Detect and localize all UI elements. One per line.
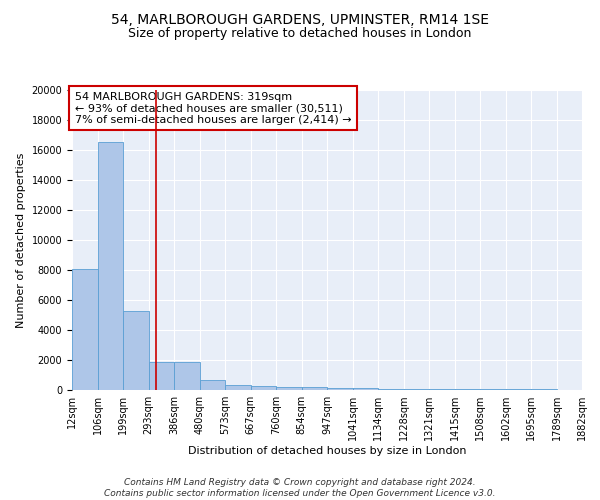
Bar bbox=[353, 388, 378, 390]
Y-axis label: Number of detached properties: Number of detached properties bbox=[16, 152, 26, 328]
Text: 54, MARLBOROUGH GARDENS, UPMINSTER, RM14 1SE: 54, MARLBOROUGH GARDENS, UPMINSTER, RM14… bbox=[111, 12, 489, 26]
Bar bbox=[149, 362, 174, 390]
Bar bbox=[225, 385, 251, 390]
Bar bbox=[378, 388, 404, 390]
X-axis label: Distribution of detached houses by size in London: Distribution of detached houses by size … bbox=[188, 446, 466, 456]
Bar bbox=[123, 310, 149, 390]
Bar bbox=[72, 268, 98, 390]
Bar bbox=[251, 386, 276, 390]
Bar bbox=[404, 388, 429, 390]
Bar bbox=[276, 387, 302, 390]
Bar bbox=[200, 380, 225, 390]
Bar bbox=[98, 142, 123, 390]
Bar bbox=[506, 389, 531, 390]
Text: Size of property relative to detached houses in London: Size of property relative to detached ho… bbox=[128, 28, 472, 40]
Text: Contains HM Land Registry data © Crown copyright and database right 2024.
Contai: Contains HM Land Registry data © Crown c… bbox=[104, 478, 496, 498]
Text: 54 MARLBOROUGH GARDENS: 319sqm
← 93% of detached houses are smaller (30,511)
7% : 54 MARLBOROUGH GARDENS: 319sqm ← 93% of … bbox=[74, 92, 351, 124]
Bar bbox=[302, 388, 327, 390]
Bar bbox=[174, 362, 200, 390]
Bar bbox=[327, 388, 353, 390]
Bar bbox=[455, 389, 480, 390]
Bar bbox=[480, 389, 506, 390]
Bar bbox=[429, 389, 455, 390]
